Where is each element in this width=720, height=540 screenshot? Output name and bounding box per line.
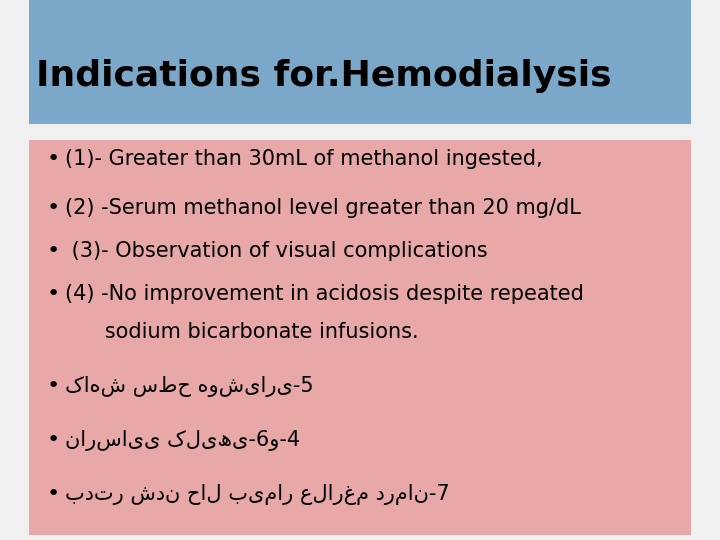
Text: نارسایی کلیھی-6و-4: نارسایی کلیھی-6و-4 <box>65 430 300 450</box>
Text: •: • <box>47 484 60 504</box>
Text: •: • <box>47 376 60 396</box>
Text: sodium bicarbonate infusions.: sodium bicarbonate infusions. <box>65 322 418 342</box>
Text: بدتر شدن حال بیمار علارغم درمان-7: بدتر شدن حال بیمار علارغم درمان-7 <box>65 484 449 504</box>
Text: (4) -No improvement in acidosis despite repeated: (4) -No improvement in acidosis despite … <box>65 284 584 305</box>
Text: •: • <box>47 241 60 261</box>
Text: Indications for.Hemodialysis: Indications for.Hemodialysis <box>36 59 611 92</box>
Text: •: • <box>47 284 60 305</box>
Text: •: • <box>47 198 60 218</box>
FancyBboxPatch shape <box>29 0 691 124</box>
Text: •: • <box>47 149 60 170</box>
Text: کاهش سطح هوشیاری-5: کاهش سطح هوشیاری-5 <box>65 376 313 396</box>
Text: (2) -Serum methanol level greater than 20 mg/dL: (2) -Serum methanol level greater than 2… <box>65 198 580 218</box>
Text: •: • <box>47 430 60 450</box>
Text: (3)- Observation of visual complications: (3)- Observation of visual complications <box>65 241 487 261</box>
FancyBboxPatch shape <box>29 140 691 535</box>
Text: (1)- Greater than 30mL of methanol ingested,: (1)- Greater than 30mL of methanol inges… <box>65 149 542 170</box>
